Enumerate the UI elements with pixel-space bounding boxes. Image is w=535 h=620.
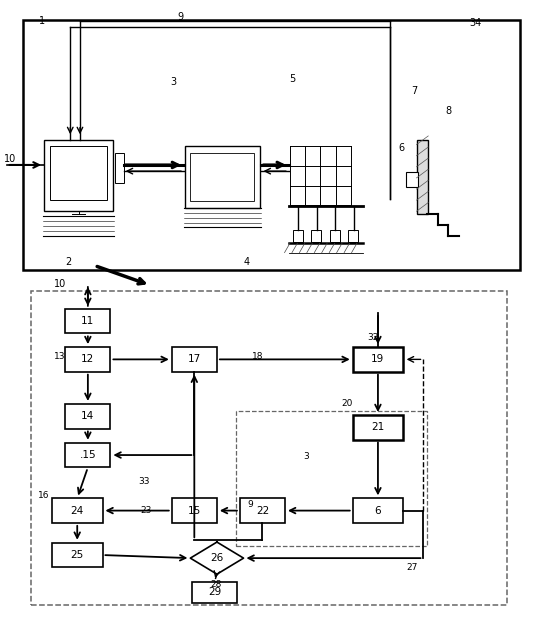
Text: 24: 24: [71, 505, 84, 516]
Text: 19: 19: [371, 355, 385, 365]
Text: 28: 28: [210, 580, 221, 589]
Text: 9: 9: [177, 12, 183, 22]
FancyBboxPatch shape: [52, 498, 103, 523]
FancyBboxPatch shape: [44, 140, 113, 211]
Text: 20: 20: [341, 399, 353, 409]
FancyBboxPatch shape: [172, 498, 217, 523]
Text: 33: 33: [139, 477, 150, 486]
Text: 25: 25: [71, 550, 84, 560]
Text: 34: 34: [470, 18, 482, 28]
Text: 21: 21: [371, 422, 385, 432]
Text: 13: 13: [54, 352, 65, 361]
Text: 14: 14: [81, 411, 95, 421]
Text: 7: 7: [411, 86, 417, 96]
FancyBboxPatch shape: [172, 347, 217, 372]
Text: 22: 22: [256, 505, 269, 516]
Polygon shape: [190, 542, 243, 574]
Text: 9: 9: [247, 500, 253, 509]
Text: 29: 29: [208, 587, 221, 598]
Text: 11: 11: [81, 316, 95, 326]
FancyBboxPatch shape: [240, 498, 285, 523]
Text: 4: 4: [243, 257, 250, 267]
FancyBboxPatch shape: [353, 415, 403, 440]
Text: 23: 23: [141, 506, 152, 515]
Text: 18: 18: [251, 352, 263, 361]
Text: 6: 6: [374, 505, 381, 516]
FancyBboxPatch shape: [293, 230, 303, 242]
Text: 1: 1: [39, 16, 45, 26]
FancyBboxPatch shape: [311, 230, 321, 242]
Text: 15: 15: [188, 505, 201, 516]
Text: 5: 5: [289, 74, 295, 84]
Text: .15: .15: [80, 450, 96, 460]
Text: 3: 3: [304, 453, 309, 461]
Text: 27: 27: [406, 564, 417, 572]
FancyBboxPatch shape: [353, 347, 403, 372]
Text: 17: 17: [188, 355, 201, 365]
FancyBboxPatch shape: [65, 443, 111, 467]
Text: 32: 32: [368, 334, 379, 342]
FancyBboxPatch shape: [192, 582, 237, 603]
FancyBboxPatch shape: [348, 230, 358, 242]
FancyBboxPatch shape: [330, 230, 340, 242]
FancyBboxPatch shape: [190, 153, 254, 201]
FancyBboxPatch shape: [65, 309, 111, 334]
FancyBboxPatch shape: [65, 404, 111, 428]
Text: 12: 12: [81, 355, 95, 365]
FancyBboxPatch shape: [115, 153, 124, 184]
Text: 16: 16: [37, 490, 49, 500]
FancyBboxPatch shape: [185, 146, 259, 208]
Text: 2: 2: [65, 257, 72, 267]
Text: 6: 6: [398, 143, 404, 153]
FancyBboxPatch shape: [65, 347, 111, 372]
Text: 26: 26: [210, 553, 224, 563]
FancyBboxPatch shape: [50, 146, 107, 200]
Text: 8: 8: [446, 106, 452, 117]
Text: 10: 10: [54, 279, 66, 289]
Text: 10: 10: [4, 154, 16, 164]
FancyBboxPatch shape: [353, 498, 403, 523]
FancyBboxPatch shape: [52, 542, 103, 567]
FancyBboxPatch shape: [406, 172, 418, 187]
Text: 3: 3: [171, 77, 177, 87]
FancyBboxPatch shape: [22, 20, 521, 270]
FancyBboxPatch shape: [417, 140, 428, 215]
